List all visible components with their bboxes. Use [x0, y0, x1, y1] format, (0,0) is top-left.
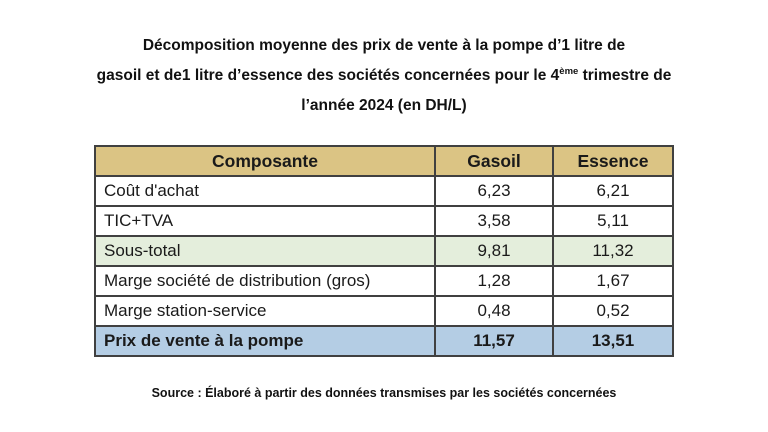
- gasoil-value-cell: 3,58: [434, 205, 554, 237]
- gasoil-value-cell: 11,57: [434, 325, 554, 357]
- essence-value-cell: 6,21: [552, 175, 674, 207]
- title-line-1: Décomposition moyenne des prix de vente …: [142, 37, 626, 54]
- column-header-composante: Composante: [94, 145, 436, 177]
- table-row: Sous-total 9,81 11,32: [94, 235, 674, 267]
- source-note: Source : Élaboré à partir des données tr…: [151, 386, 617, 400]
- composante-cell: Prix de vente à la pompe: [94, 325, 436, 357]
- table-header-row: Composante Gasoil Essence: [94, 145, 674, 177]
- essence-value-cell: 0,52: [552, 295, 674, 327]
- gasoil-value-cell: 9,81: [434, 235, 554, 267]
- gasoil-value-cell: 1,28: [434, 265, 554, 297]
- title-superscript: ème: [559, 65, 579, 77]
- page-title: Décomposition moyenne des prix de vente …: [0, 0, 768, 121]
- title-line-3: l’année 2024 (en DH/L): [301, 97, 467, 114]
- composante-cell: TIC+TVA: [94, 205, 436, 237]
- essence-value-cell: 5,11: [552, 205, 674, 237]
- price-decomposition-table: Composante Gasoil Essence Coût d'achat 6,…: [94, 145, 674, 357]
- essence-value-cell: 11,32: [552, 235, 674, 267]
- table-row: Coût d'achat 6,23 6,21: [94, 175, 674, 207]
- table-row: Prix de vente à la pompe 11,57 13,51: [94, 325, 674, 357]
- table-row: Marge station-service 0,48 0,52: [94, 295, 674, 327]
- composante-cell: Coût d'achat: [94, 175, 436, 207]
- column-header-essence: Essence: [552, 145, 674, 177]
- gasoil-value-cell: 0,48: [434, 295, 554, 327]
- composante-cell: Sous-total: [94, 235, 436, 267]
- table-row: Marge société de distribution (gros) 1,28…: [94, 265, 674, 297]
- essence-value-cell: 1,67: [552, 265, 674, 297]
- composante-cell: Marge société de distribution (gros): [94, 265, 436, 297]
- title-line-2: gasoil et de1 litre d’essence des sociét…: [96, 65, 672, 84]
- essence-value-cell: 13,51: [552, 325, 674, 357]
- column-header-gasoil: Gasoil: [434, 145, 554, 177]
- table-row: TIC+TVA 3,58 5,11: [94, 205, 674, 237]
- composante-cell: Marge station-service: [94, 295, 436, 327]
- gasoil-value-cell: 6,23: [434, 175, 554, 207]
